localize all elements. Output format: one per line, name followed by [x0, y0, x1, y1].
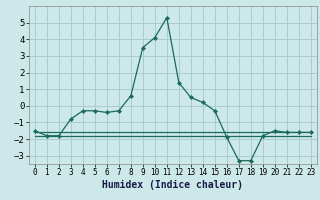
X-axis label: Humidex (Indice chaleur): Humidex (Indice chaleur): [102, 180, 243, 190]
